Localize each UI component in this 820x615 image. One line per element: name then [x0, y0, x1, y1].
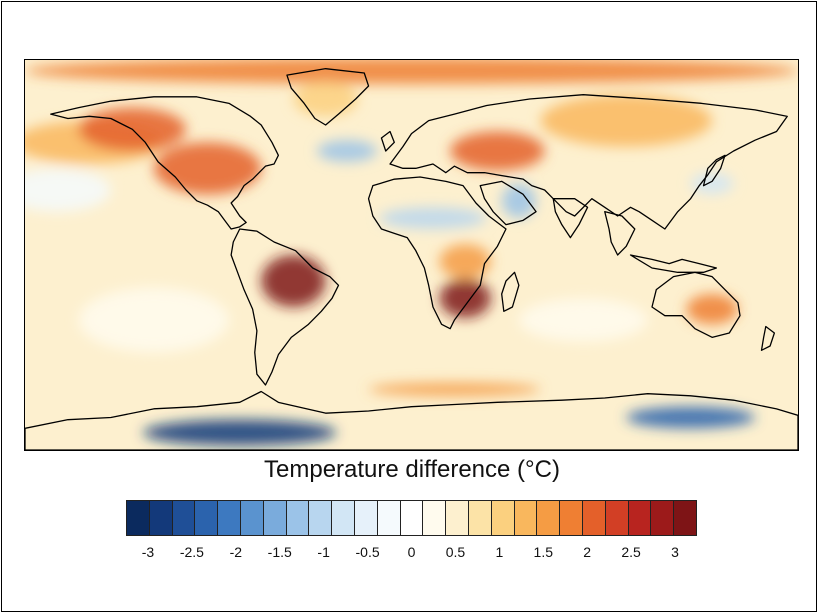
anomaly-central-north-pacific-cool — [25, 168, 111, 212]
coastline-southeast-asia — [604, 211, 636, 256]
coastline-antarctica — [25, 390, 798, 450]
colorbar-cell-14 — [446, 501, 469, 535]
coastlines — [25, 68, 798, 450]
colorbar-cell-13 — [423, 501, 447, 535]
temperature-anomaly-map — [25, 60, 798, 450]
anomaly-united-states-warm — [153, 142, 262, 195]
tick-label: -1.5 — [267, 544, 292, 560]
tick-label: 0 — [407, 544, 416, 560]
coastline-japan — [702, 154, 726, 187]
tick-label: -2.5 — [179, 544, 204, 560]
anomaly-sahara-cool — [379, 207, 487, 229]
anomaly-australia-warm — [686, 294, 738, 325]
anomaly-southern-ocean-warm — [368, 382, 541, 396]
tick-label: 1.5 — [533, 544, 553, 560]
tick-label: 2.5 — [621, 544, 641, 560]
coastline-africa — [367, 176, 507, 330]
colorbar-cell-5 — [240, 501, 264, 535]
anomaly-east-asia-cool — [690, 172, 734, 195]
colorbar-cell-17 — [514, 501, 538, 535]
anomaly-siberia-warm — [540, 94, 713, 147]
colorbar-cell-12 — [400, 501, 424, 535]
coastline-indonesia — [629, 254, 718, 273]
coastline-eurasia — [389, 94, 788, 230]
tick-label: 2 — [583, 544, 592, 560]
colorbar-cell-11 — [377, 501, 401, 535]
legend-title: Temperature difference (°C) — [264, 456, 560, 483]
colorbar-cell-16 — [491, 501, 515, 535]
colorbar-cell-0 — [127, 501, 150, 535]
colorbar — [126, 500, 697, 536]
tick-label: -3 — [141, 544, 155, 560]
anomaly-north-atlantic-cool — [317, 140, 378, 162]
colorbar-cell-24 — [674, 501, 696, 535]
coastline-arabia — [479, 180, 537, 226]
colorbar-cell-3 — [195, 501, 219, 535]
colorbar-cell-10 — [354, 501, 378, 535]
colorbar-cell-20 — [582, 501, 606, 535]
colorbar-ticks: -3 -2.5 -2 -1.5 -1 -0.5 0 0.5 1 1.5 2 2.5 3 — [126, 544, 697, 564]
colorbar-cell-4 — [218, 501, 241, 535]
anomaly-arabia-cool — [501, 183, 537, 219]
anomaly-south-pacific-light — [78, 287, 229, 353]
anomaly-field — [25, 60, 798, 446]
tick-label: -0.5 — [355, 544, 380, 560]
coastline-australia — [651, 271, 741, 338]
colorbar-cell-22 — [628, 501, 652, 535]
coastline-greenland — [286, 68, 370, 126]
colorbar-cell-2 — [172, 501, 196, 535]
coastline-british-isles — [380, 130, 395, 152]
colorbar-cell-15 — [468, 501, 492, 535]
colorbar-cell-23 — [651, 501, 675, 535]
coastline-india — [552, 198, 589, 239]
anomaly-arctic-band — [25, 60, 798, 84]
coastline-south-america — [230, 228, 340, 386]
tick-label: -2 — [229, 544, 243, 560]
colorbar-cell-21 — [605, 501, 629, 535]
coastline-new-zealand — [760, 325, 776, 351]
anomaly-greenland-warm — [293, 81, 358, 117]
colorbar-cell-8 — [309, 501, 333, 535]
anomaly-antarctica-east-cool — [626, 406, 756, 429]
colorbar-cell-9 — [332, 501, 355, 535]
tick-label: -1 — [317, 544, 330, 560]
anomaly-southern-africa-warm — [439, 278, 491, 318]
tick-label: 0.5 — [445, 544, 466, 560]
anomaly-central-africa-warm — [439, 244, 491, 279]
colorbar-cell-7 — [286, 501, 310, 535]
colorbar-cell-19 — [560, 501, 583, 535]
tick-label: 3 — [671, 544, 679, 560]
anomaly-eastern-europe-warm — [450, 131, 545, 171]
coastline-madagascar — [501, 271, 520, 312]
tick-label: 1 — [495, 544, 504, 560]
anomaly-antarctica-west-cool — [143, 419, 337, 446]
colorbar-cell-6 — [263, 501, 287, 535]
colorbar-cell-1 — [149, 501, 173, 535]
anomaly-amazon-warm — [261, 255, 326, 307]
anomaly-indian-ocean-light — [518, 298, 648, 342]
coastline-north-america — [50, 96, 280, 230]
world-map — [24, 59, 799, 451]
colorbar-cell-18 — [537, 501, 561, 535]
